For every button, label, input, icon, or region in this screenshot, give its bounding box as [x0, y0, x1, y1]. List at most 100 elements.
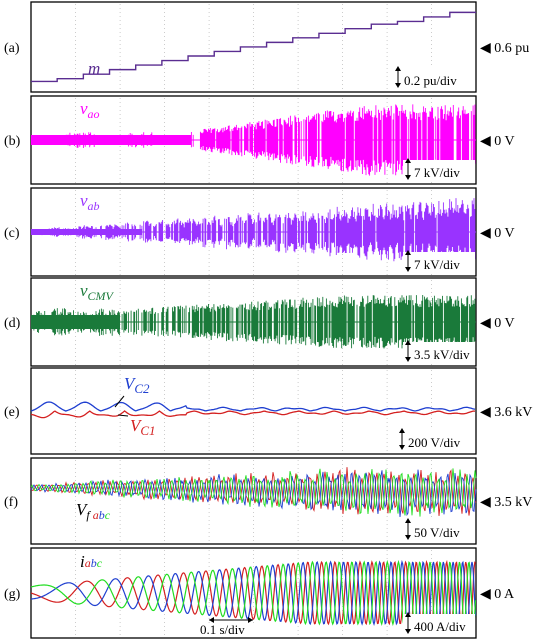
- grid-dot: [342, 292, 343, 293]
- grid-dot: [119, 528, 121, 529]
- series-label-main: V: [124, 374, 137, 393]
- grid-dot: [75, 566, 76, 567]
- grid-dot: [253, 84, 254, 85]
- grid-dot: [119, 442, 121, 443]
- grid-dot: [164, 516, 165, 517]
- grid-dot: [75, 8, 76, 9]
- grid-dot: [208, 8, 210, 9]
- vc2-pointer: [114, 395, 125, 408]
- grid-dot: [119, 32, 121, 33]
- grid-dot: [342, 254, 343, 255]
- grid-dot: [119, 508, 121, 509]
- grid-dot: [297, 540, 299, 541]
- grid-dot: [253, 28, 254, 29]
- grid-dot: [386, 406, 388, 407]
- grid-dot: [208, 528, 210, 529]
- grid-dot: [75, 422, 76, 423]
- grid-dot: [431, 280, 432, 281]
- grid-dot: [75, 214, 76, 215]
- grid-dot: [119, 550, 121, 551]
- scale-arrow-head-up: [405, 158, 411, 163]
- grid-dot: [297, 586, 299, 587]
- grid-dot: [75, 166, 76, 167]
- grid-dot: [119, 122, 121, 123]
- reference-marker: ◀ 3.5 kV: [480, 495, 532, 510]
- grid-dot: [75, 258, 76, 259]
- grid-dot: [386, 352, 388, 353]
- grid-dot: [75, 336, 76, 337]
- grid-dot: [119, 114, 121, 115]
- scale-label: 400 A/div: [414, 619, 466, 634]
- grid-dot: [297, 40, 299, 41]
- grid-dot: [297, 262, 299, 263]
- grid-dot: [297, 258, 299, 259]
- grid-dot: [164, 352, 165, 353]
- grid-dot: [119, 418, 121, 419]
- grid-dot: [297, 80, 299, 81]
- grid-dot: [164, 554, 165, 555]
- grid-dot: [253, 614, 254, 615]
- grid-dot: [119, 274, 121, 275]
- grid-dot: [253, 390, 254, 391]
- grid-dot: [297, 370, 299, 371]
- grid-dot: [208, 558, 210, 559]
- grid-dot: [431, 500, 432, 501]
- grid-dot: [253, 222, 254, 223]
- grid-dot: [253, 56, 254, 57]
- grid-dot: [297, 536, 299, 537]
- series-label-main: v: [80, 191, 88, 210]
- grid-dot: [386, 64, 388, 65]
- grid-dot: [386, 520, 388, 521]
- grid-dot: [342, 484, 343, 485]
- grid-dot: [164, 422, 165, 423]
- grid-dot: [164, 434, 165, 435]
- grid-dot: [119, 316, 121, 317]
- grid-dot: [253, 76, 254, 77]
- grid-dot: [297, 292, 299, 293]
- grid-dot: [253, 472, 254, 473]
- grid-dot: [208, 442, 210, 443]
- grid-dot: [431, 566, 432, 567]
- grid-dot: [253, 622, 254, 623]
- grid-dot: [119, 532, 121, 533]
- grid-dot: [342, 414, 343, 415]
- grid-dot: [297, 378, 299, 379]
- grid-dot: [297, 84, 299, 85]
- grid-dot: [75, 206, 76, 207]
- grid-dot: [253, 610, 254, 611]
- grid-dot: [164, 84, 165, 85]
- grid-dot: [253, 488, 254, 489]
- grid-dot: [164, 162, 165, 163]
- grid-dot: [164, 410, 165, 411]
- grid-dot: [342, 162, 343, 163]
- grid-dot: [386, 540, 388, 541]
- grid-dot: [208, 118, 210, 119]
- grid-dot: [342, 352, 343, 353]
- grid-dot: [208, 68, 210, 69]
- grid-dot: [253, 450, 254, 451]
- grid-dot: [119, 336, 121, 337]
- grid-dot: [208, 178, 210, 179]
- grid-dot: [164, 234, 165, 235]
- grid-dot: [253, 16, 254, 17]
- grid-dot: [208, 150, 210, 151]
- grid-dot: [208, 438, 210, 439]
- grid-dot: [253, 434, 254, 435]
- grid-dot: [164, 72, 165, 73]
- grid-dot: [431, 296, 432, 297]
- grid-dot: [164, 324, 165, 325]
- grid-dot: [253, 242, 254, 243]
- scale-label: 50 V/div: [414, 525, 460, 540]
- grid-dot: [75, 210, 76, 211]
- grid-dot: [75, 340, 76, 341]
- grid-dot: [208, 426, 210, 427]
- grid-dot: [297, 618, 299, 619]
- grid-dot: [342, 72, 343, 73]
- grid-dot: [342, 270, 343, 271]
- grid-dot: [253, 32, 254, 33]
- grid-dot: [253, 344, 254, 345]
- grid-dot: [119, 20, 121, 21]
- grid-dot: [297, 246, 299, 247]
- grid-dot: [297, 566, 299, 567]
- grid-dot: [431, 32, 432, 33]
